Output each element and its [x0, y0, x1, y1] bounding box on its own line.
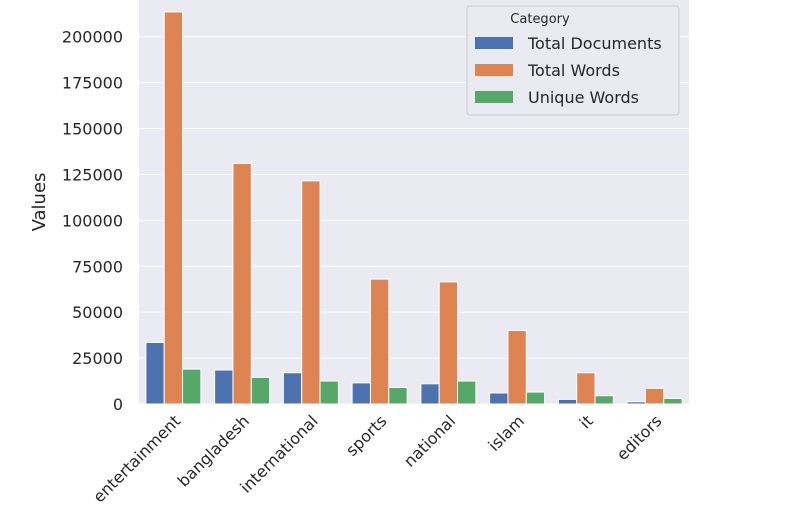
legend-label: Total Words: [527, 61, 620, 80]
y-tick-label: 75000: [72, 257, 123, 276]
x-tick-label: islam: [484, 411, 528, 455]
bar-total-words-editors: [644, 387, 665, 405]
legend-title: Category: [510, 12, 570, 27]
y-axis-label: Values: [29, 173, 50, 232]
legend-swatch: [475, 37, 513, 49]
bar-unique-words-entertainment: [182, 368, 202, 405]
legend-label: Unique Words: [528, 88, 639, 107]
bar-unique-words-international: [319, 380, 339, 405]
y-tick-label: 125000: [62, 165, 123, 184]
bar-unique-words-sports: [388, 386, 408, 405]
bar-unique-words-bangladesh: [250, 376, 271, 405]
bar-total-words-international: [301, 180, 321, 405]
legend: Category Total Documents Total Words Uniqu…: [466, 5, 680, 116]
bar-total-words-bangladesh: [232, 162, 252, 405]
bars: [145, 11, 683, 405]
x-tick-label: sports: [342, 411, 390, 459]
bar-total-words-entertainment: [163, 11, 184, 405]
x-tick-label: national: [400, 411, 459, 470]
bar-total-documents-sports: [351, 382, 371, 405]
y-tick-label: 175000: [62, 74, 123, 93]
legend-box: [466, 5, 680, 116]
bar-total-documents-national: [420, 383, 440, 405]
bar-total-documents-entertainment: [145, 341, 165, 405]
bar-total-words-national: [438, 281, 459, 405]
legend-swatch: [475, 91, 513, 103]
y-tick-label: 25000: [72, 349, 123, 368]
bar-total-documents-it: [557, 398, 578, 405]
bar-total-documents-editors: [626, 401, 646, 405]
bar-unique-words-editors: [663, 397, 683, 405]
legend-label: Total Documents: [527, 34, 662, 53]
bar-total-words-islam: [507, 330, 527, 405]
y-tick-label: 0: [113, 395, 123, 414]
bar-total-documents-bangladesh: [214, 369, 234, 405]
y-tick-labels: 0 25000 50000 75000 100000 125000 150000 175000…: [62, 28, 123, 414]
bar-unique-words-islam: [525, 391, 546, 405]
y-tick-label: 100000: [62, 211, 123, 230]
bar-unique-words-national: [457, 380, 477, 405]
x-tick-label: it: [576, 411, 597, 432]
bar-unique-words-it: [594, 395, 614, 405]
y-tick-label: 200000: [62, 28, 123, 47]
y-tick-label: 50000: [72, 303, 123, 322]
x-tick-label: entertainment: [89, 411, 184, 506]
bar-total-words-sports: [369, 278, 390, 405]
bar-total-documents-international: [282, 372, 303, 405]
bar-total-words-it: [576, 372, 596, 405]
legend-swatch: [475, 64, 513, 76]
bar-total-documents-islam: [489, 392, 509, 405]
x-tick-label: editors: [613, 411, 666, 464]
y-tick-label: 150000: [62, 120, 123, 139]
